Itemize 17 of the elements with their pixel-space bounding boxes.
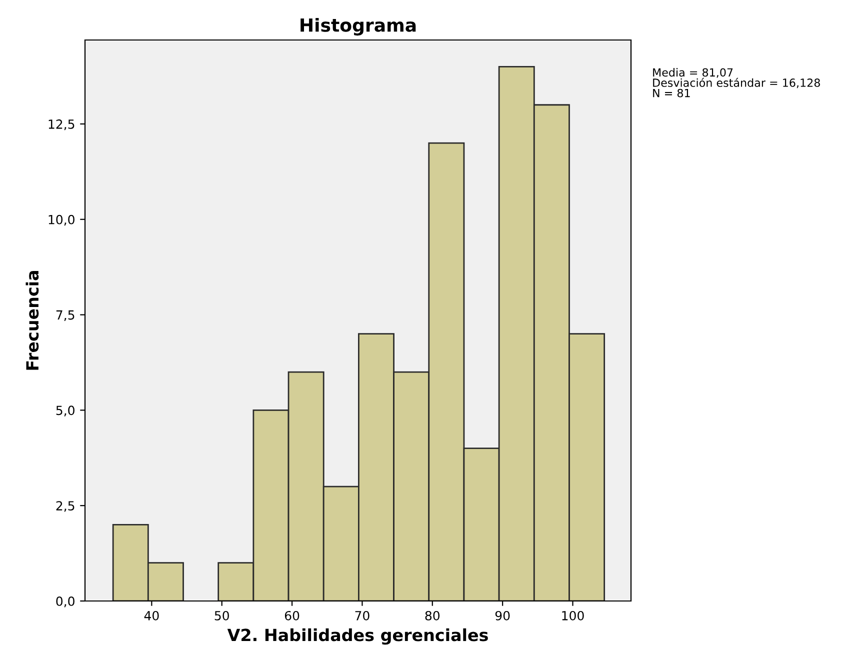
text: Media = 81,07 Desviación estándar = 16,128 N = 81 bbox=[653, 68, 820, 98]
x-tick-label: 40 bbox=[144, 610, 159, 620]
y-tick-label: 10,0 bbox=[48, 214, 74, 226]
x-axis-title: V2. Habilidades gerenciales bbox=[227, 628, 488, 645]
chart-title: Histograma bbox=[300, 18, 416, 36]
y-tick-label: 5,0 bbox=[56, 406, 74, 416]
y-axis-title: Frecuencia bbox=[26, 271, 39, 370]
x-tick-label: 90 bbox=[495, 610, 510, 620]
x-tick-label: 50 bbox=[214, 610, 229, 620]
x-tick-label: 80 bbox=[425, 610, 440, 620]
x-tick-label: 60 bbox=[284, 610, 300, 620]
y-tick-label: 12,5 bbox=[48, 119, 74, 130]
x-tick-label: 100 bbox=[562, 610, 584, 620]
y-tick-label: 7,5 bbox=[56, 310, 74, 321]
y-tick-label: 0,0 bbox=[56, 596, 74, 608]
y-tick-label: 2,5 bbox=[56, 501, 74, 512]
x-tick-label: 70 bbox=[355, 610, 370, 620]
